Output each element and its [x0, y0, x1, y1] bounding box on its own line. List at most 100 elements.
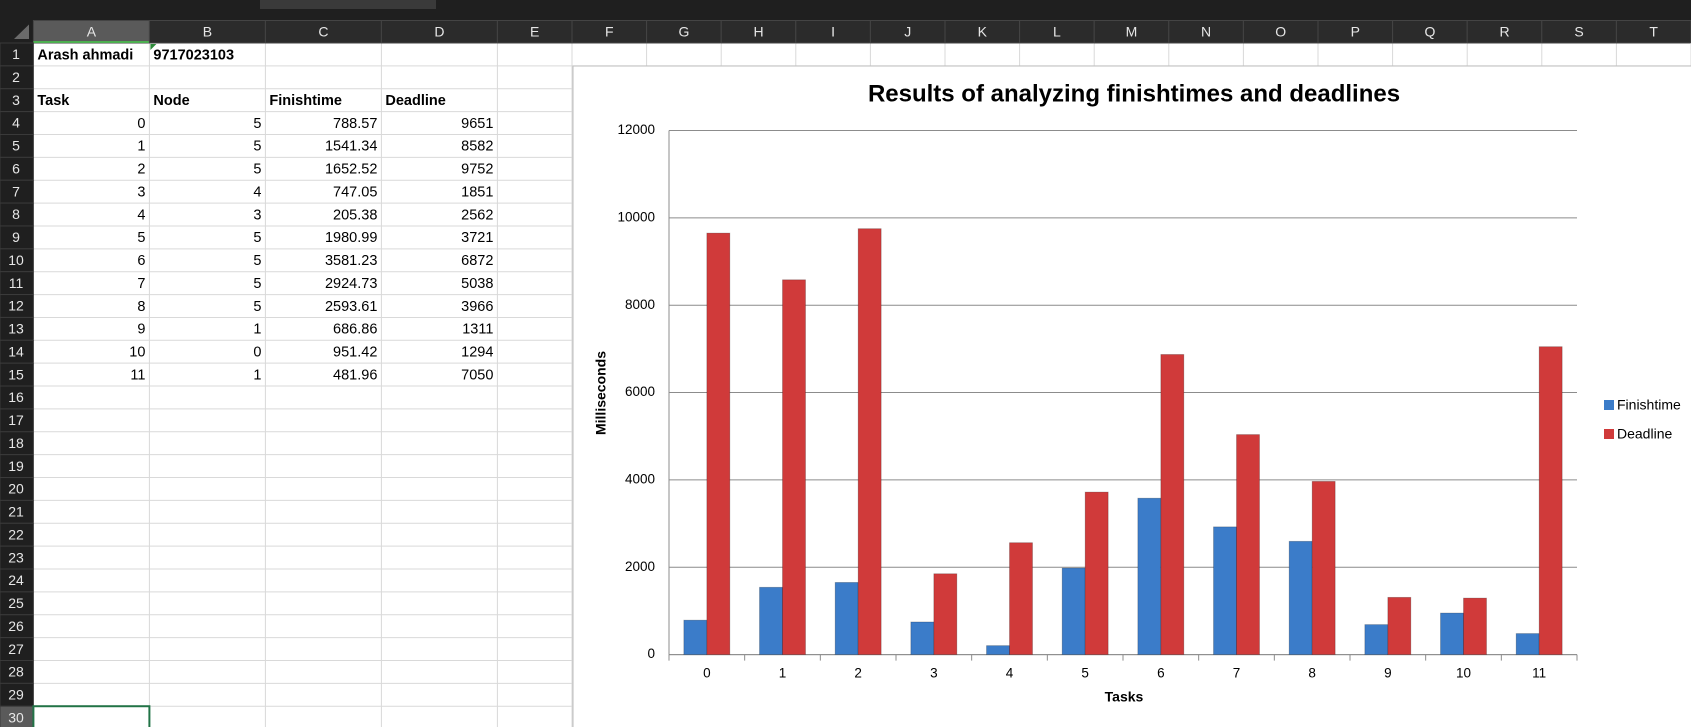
row-number: 25: [8, 595, 24, 611]
bar[interactable]: [1463, 597, 1487, 655]
cell-number: 6: [137, 253, 145, 269]
row-number: 15: [8, 366, 24, 382]
row-number: 14: [8, 343, 24, 359]
cell-number: 5: [253, 139, 261, 155]
column-header[interactable]: [1615, 20, 1691, 44]
cell-number: 8: [137, 299, 145, 315]
row-number: 29: [8, 686, 24, 702]
row-number: 4: [12, 115, 20, 131]
cell-number: 5: [253, 230, 261, 246]
bar[interactable]: [1160, 354, 1185, 656]
cell-number: 3721: [461, 230, 493, 246]
row-number: 27: [8, 641, 24, 657]
x-tick-label: 6: [1157, 666, 1165, 681]
cell-number: 0: [137, 116, 145, 132]
x-tick-label: 3: [930, 666, 938, 681]
bar[interactable]: [1387, 596, 1412, 656]
row-number: 13: [8, 321, 24, 337]
bar[interactable]: [1061, 567, 1086, 655]
column-letter: A: [87, 23, 97, 39]
bar[interactable]: [1538, 346, 1563, 656]
cell-text: 9717023103: [153, 47, 234, 63]
select-all[interactable]: [14, 24, 29, 40]
legend-label: Deadline: [1617, 426, 1672, 442]
y-tick-label: 6000: [625, 384, 655, 399]
legend-marker: [1604, 400, 1614, 410]
bar[interactable]: [1084, 491, 1109, 656]
y-tick-label: 2000: [625, 559, 655, 574]
column-letter: C: [318, 23, 328, 39]
cell-number: 2593.61: [325, 299, 377, 315]
x-tick-label: 2: [854, 666, 862, 681]
bar[interactable]: [782, 279, 806, 656]
row-number: 6: [12, 160, 20, 176]
column-letter: L: [1053, 23, 1061, 39]
bar[interactable]: [910, 621, 935, 656]
sheet-tab[interactable]: [260, 0, 436, 9]
cell-number: 5: [253, 162, 261, 178]
bar[interactable]: [1137, 497, 1162, 656]
cell-number: 11: [130, 367, 145, 383]
row-number: 11: [9, 275, 24, 291]
column-letter: P: [1351, 23, 1360, 39]
bar[interactable]: [1009, 542, 1033, 655]
cell-number: 1851: [461, 184, 493, 200]
x-tick-label: 4: [1006, 666, 1014, 681]
cell-number: 1652.52: [325, 162, 377, 178]
y-tick-label: 10000: [617, 209, 655, 224]
bar[interactable]: [1288, 540, 1313, 656]
cell-number: 788.57: [333, 116, 377, 132]
bar[interactable]: [1213, 526, 1237, 656]
cell-number: 1311: [462, 322, 493, 338]
legend-label: Finishtime: [1617, 397, 1681, 413]
column-letter: N: [1201, 23, 1211, 39]
bar[interactable]: [986, 645, 1010, 655]
y-tick-label: 0: [647, 646, 655, 661]
x-tick-label: 10: [1456, 666, 1471, 681]
cell-number: 1980.99: [325, 230, 377, 246]
column-letter: I: [831, 23, 835, 39]
bar[interactable]: [1311, 480, 1336, 656]
column-letter: G: [678, 23, 689, 39]
cell-text: Arash ahmadi: [37, 47, 133, 63]
bar[interactable]: [933, 573, 958, 655]
column-heading: Node: [153, 93, 189, 109]
chart-title: Results of analyzing finishtimes and dea…: [868, 80, 1400, 107]
cell-number: 2562: [461, 207, 493, 223]
bar[interactable]: [1236, 434, 1260, 655]
bar[interactable]: [857, 228, 882, 656]
row-number: 19: [8, 458, 24, 474]
x-tick-label: 9: [1384, 666, 1392, 681]
cell-number: 3: [137, 184, 145, 200]
cell-number: 7: [137, 276, 145, 292]
bar[interactable]: [683, 619, 708, 655]
row-number: 2: [12, 69, 20, 85]
bar[interactable]: [834, 582, 859, 656]
bar[interactable]: [1515, 633, 1540, 656]
column-letter: R: [1499, 23, 1509, 39]
row-number: 18: [8, 435, 24, 451]
column-heading: Finishtime: [269, 93, 342, 109]
column-letter: D: [434, 23, 444, 39]
bar[interactable]: [1440, 612, 1464, 656]
column-heading: Deadline: [385, 93, 445, 109]
column-letter: Q: [1424, 23, 1435, 39]
cell-number: 0: [253, 345, 261, 361]
y-tick-label: 4000: [625, 471, 655, 486]
chart-area[interactable]: [572, 65, 1691, 727]
cell-number: 2: [137, 162, 145, 178]
y-tick-label: 12000: [617, 122, 655, 137]
row-number: 20: [8, 481, 24, 497]
cell-number: 5: [253, 253, 261, 269]
cell-number: 8582: [461, 139, 493, 155]
row-number: 16: [8, 389, 24, 405]
bar[interactable]: [1364, 624, 1389, 655]
selected-cell[interactable]: [32, 705, 151, 727]
bar[interactable]: [759, 586, 783, 656]
row-number: 8: [12, 206, 20, 222]
cell-number: 3: [253, 207, 261, 223]
cell-number: 4: [253, 184, 261, 200]
bar[interactable]: [706, 232, 731, 655]
column-letter: S: [1574, 23, 1583, 39]
